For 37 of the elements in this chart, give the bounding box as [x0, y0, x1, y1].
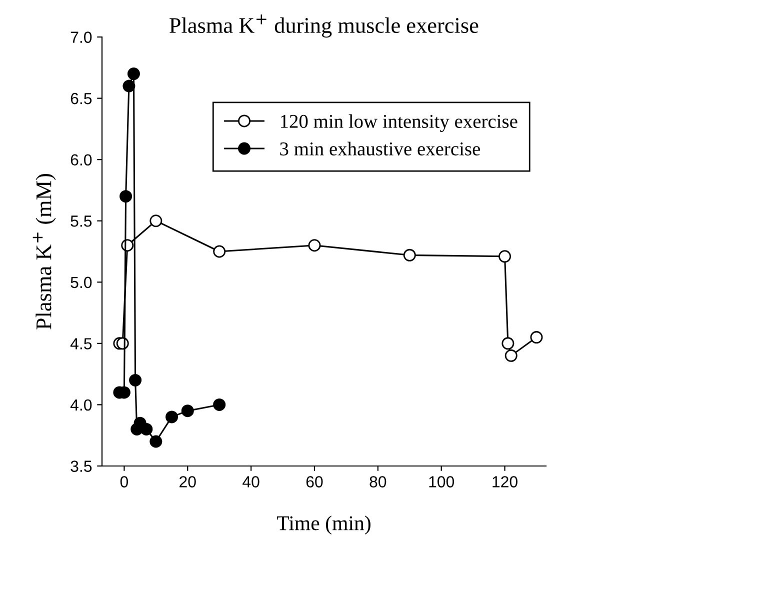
y-tick-label: 7.0: [70, 32, 92, 43]
x-tick-label: 60: [306, 476, 323, 488]
point: [530, 331, 543, 344]
legend-label: 3 min exhaustive exercise: [280, 142, 480, 156]
legend-label: 120 min low intensity exercise: [280, 114, 518, 132]
chart-title: Plasma K$^{+}$ during muscle exercise: [170, 14, 478, 38]
point: [213, 245, 226, 258]
y-tick-label: 4.0: [70, 399, 92, 411]
y-tick-label: 4.5: [70, 338, 92, 350]
y-tick-label: 3.5: [70, 460, 92, 472]
x-tick-label: 40: [242, 476, 260, 488]
point: [127, 68, 140, 80]
x-tick-label: 120: [492, 476, 518, 488]
point: [150, 214, 162, 228]
point: [504, 349, 518, 362]
x-tick-label: 100: [429, 476, 454, 488]
y-tick-label: 5.5: [70, 216, 92, 227]
point: [502, 337, 514, 350]
point: [120, 190, 132, 203]
point: [498, 250, 512, 263]
y-axis-title: Plasma K$^{+}$ (mM): [32, 174, 56, 330]
y-tick-label: 6.5: [70, 92, 92, 104]
point: [122, 80, 136, 92]
point: [308, 239, 321, 252]
x-tick-label: 80: [370, 476, 386, 488]
x-tick-label: 0: [120, 476, 128, 488]
point: [129, 374, 142, 386]
point: [150, 435, 162, 448]
x-axis-title: Time (min): [277, 516, 370, 535]
point: [403, 248, 416, 262]
point: [140, 422, 153, 436]
y-tick-label: 6.0: [70, 154, 92, 166]
point: [181, 404, 194, 418]
point: [166, 410, 178, 424]
point: [213, 398, 226, 411]
y-tick-label: 5.0: [70, 276, 92, 288]
x-tick-label: 20: [180, 476, 196, 488]
